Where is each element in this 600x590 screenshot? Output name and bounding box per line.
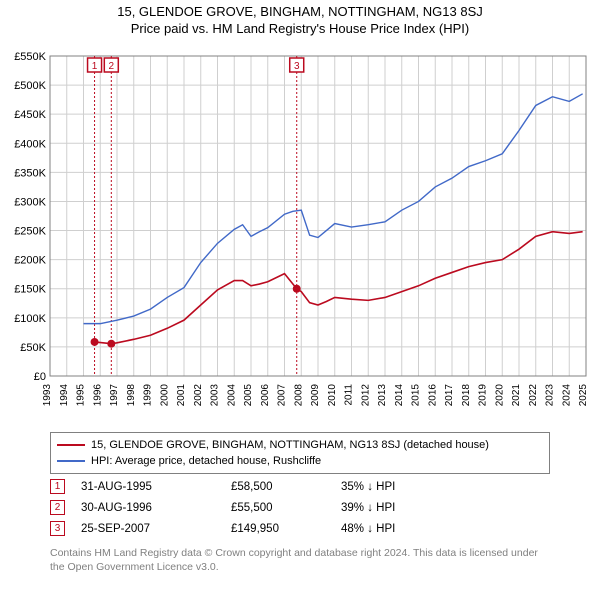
legend-swatch <box>57 444 85 446</box>
legend-item: 15, GLENDOE GROVE, BINGHAM, NOTTINGHAM, … <box>57 437 543 453</box>
svg-text:£0: £0 <box>34 371 46 383</box>
marker-price: £149,950 <box>231 523 341 535</box>
svg-text:2022: 2022 <box>528 384 539 407</box>
svg-text:2005: 2005 <box>243 384 254 407</box>
svg-text:2012: 2012 <box>360 384 371 407</box>
svg-text:2018: 2018 <box>461 384 472 407</box>
svg-text:£150K: £150K <box>14 284 46 296</box>
svg-text:£350K: £350K <box>14 167 46 179</box>
svg-text:2011: 2011 <box>344 384 355 406</box>
legend-label: HPI: Average price, detached house, Rush… <box>91 455 321 467</box>
svg-text:2007: 2007 <box>277 384 288 407</box>
svg-text:2004: 2004 <box>226 384 237 407</box>
attribution: Contains HM Land Registry data © Crown c… <box>50 546 550 574</box>
legend-label: 15, GLENDOE GROVE, BINGHAM, NOTTINGHAM, … <box>91 439 489 451</box>
marker-price: £55,500 <box>231 502 341 514</box>
marker-date: 25-SEP-2007 <box>81 523 231 535</box>
svg-text:2019: 2019 <box>478 384 489 407</box>
svg-text:£250K: £250K <box>14 226 46 238</box>
marker-row: 1 31-AUG-1995£58,50035% ↓ HPI <box>50 476 550 497</box>
svg-text:1995: 1995 <box>76 384 87 407</box>
svg-text:2024: 2024 <box>561 384 572 407</box>
svg-text:1993: 1993 <box>42 384 53 407</box>
marker-date: 31-AUG-1995 <box>81 481 231 493</box>
marker-table: 1 31-AUG-1995£58,50035% ↓ HPI 2 30-AUG-1996… <box>50 476 550 539</box>
svg-text:£300K: £300K <box>14 196 46 208</box>
marker-number: 3 <box>50 521 65 536</box>
svg-text:2009: 2009 <box>310 384 321 407</box>
svg-text:2006: 2006 <box>260 384 271 407</box>
svg-text:2015: 2015 <box>411 384 422 407</box>
svg-text:1994: 1994 <box>59 384 70 407</box>
price-chart: £0 £50K £100K £150K £200K £250K £300K £350K £400… <box>8 50 592 420</box>
legend: 15, GLENDOE GROVE, BINGHAM, NOTTINGHAM, … <box>50 432 550 474</box>
svg-text:£100K: £100K <box>14 313 46 325</box>
page-title: 15, GLENDOE GROVE, BINGHAM, NOTTINGHAM, … <box>0 4 600 19</box>
marker-number: 1 <box>50 479 65 494</box>
svg-text:2010: 2010 <box>327 384 338 407</box>
svg-text:2008: 2008 <box>293 384 304 407</box>
svg-text:2023: 2023 <box>545 384 556 407</box>
marker-pct: 39% ↓ HPI <box>341 502 461 514</box>
svg-text:2: 2 <box>109 61 115 72</box>
marker-pct: 35% ↓ HPI <box>341 481 461 493</box>
svg-text:£450K: £450K <box>14 109 46 121</box>
svg-text:£550K: £550K <box>14 51 46 63</box>
svg-text:1998: 1998 <box>126 384 137 407</box>
svg-text:1: 1 <box>92 61 98 72</box>
svg-text:2016: 2016 <box>427 384 438 407</box>
marker-number: 2 <box>50 500 65 515</box>
svg-text:1997: 1997 <box>109 384 120 407</box>
marker-date: 30-AUG-1996 <box>81 502 231 514</box>
svg-text:£400K: £400K <box>14 138 46 150</box>
svg-text:3: 3 <box>294 61 300 72</box>
marker-row: 2 30-AUG-1996£55,50039% ↓ HPI <box>50 497 550 518</box>
svg-text:£50K: £50K <box>20 342 46 354</box>
svg-text:2014: 2014 <box>394 384 405 407</box>
svg-text:1999: 1999 <box>143 384 154 407</box>
legend-swatch <box>57 460 85 462</box>
svg-text:2000: 2000 <box>159 384 170 407</box>
marker-price: £58,500 <box>231 481 341 493</box>
svg-text:2003: 2003 <box>210 384 221 407</box>
svg-text:2025: 2025 <box>578 384 589 407</box>
page-subtitle: Price paid vs. HM Land Registry's House … <box>0 21 600 36</box>
svg-text:£200K: £200K <box>14 255 46 267</box>
legend-item: HPI: Average price, detached house, Rush… <box>57 453 543 469</box>
svg-text:2001: 2001 <box>176 384 187 407</box>
svg-text:2020: 2020 <box>494 384 505 407</box>
svg-text:£500K: £500K <box>14 80 46 92</box>
svg-text:2002: 2002 <box>193 384 204 407</box>
marker-pct: 48% ↓ HPI <box>341 523 461 535</box>
marker-row: 3 25-SEP-2007£149,95048% ↓ HPI <box>50 518 550 539</box>
svg-text:1996: 1996 <box>92 384 103 407</box>
svg-text:2013: 2013 <box>377 384 388 407</box>
svg-text:2017: 2017 <box>444 384 455 407</box>
svg-text:2021: 2021 <box>511 384 522 407</box>
